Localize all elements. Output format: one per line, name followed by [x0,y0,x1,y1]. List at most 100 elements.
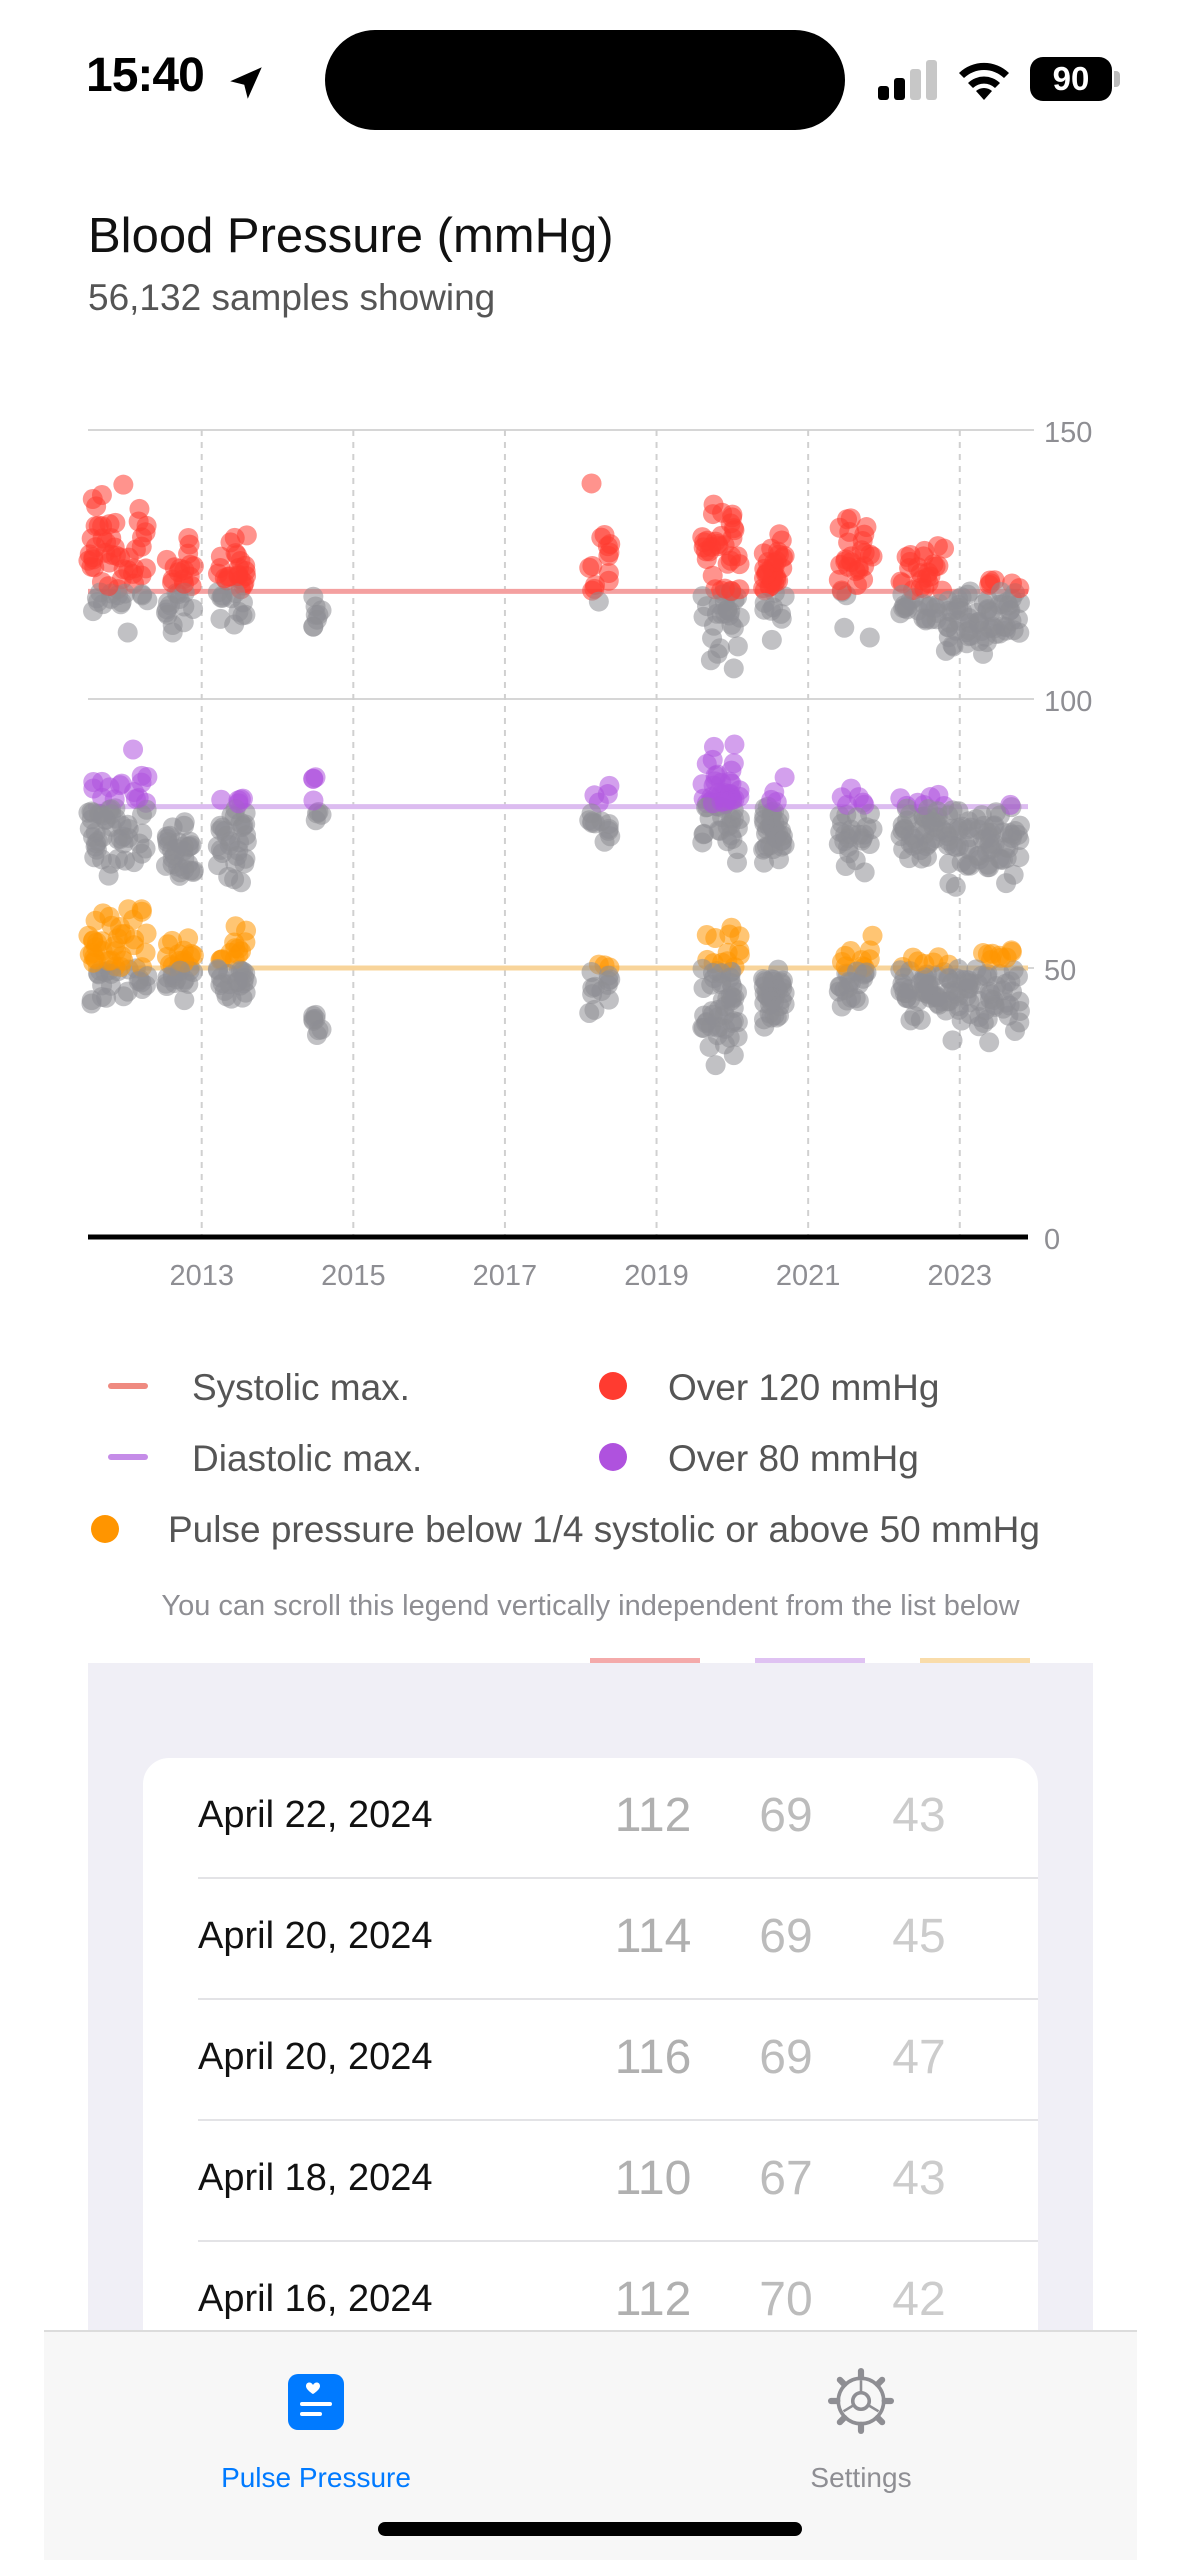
diastolic-point [846,807,867,828]
systolic-point [588,591,609,612]
pulse-pressure-point [124,929,145,950]
readings-list-panel[interactable]: April 22, 2024 112 69 43 April 20, 2024 … [88,1663,1093,2333]
list-item[interactable]: April 20, 2024 116 69 47 [198,2000,1038,2121]
pulse-pressure-point [956,969,977,990]
diastolic-point [135,838,156,859]
pulse-pressure-point [135,942,156,963]
diastolic-point [989,848,1010,869]
systolic-value: 112 [614,2273,692,2326]
diastolic-point [600,826,621,847]
pulse-pressure-point [723,1045,744,1066]
pulse-pressure-point [693,977,714,998]
systolic-point [692,586,713,607]
status-bar: 15:40 90 [0,0,1181,160]
diastolic-value: 67 [759,2152,813,2205]
wifi-icon [959,62,1009,100]
pulse-pressure-point [99,906,120,927]
x-tick-label: 2017 [473,1260,538,1292]
diastolic-point [894,819,915,840]
systolic-point [696,541,717,562]
status-time: 15:40 [86,49,205,102]
diastolic-point [83,778,104,799]
diastolic-point [938,853,959,874]
systolic-point [598,562,619,583]
pulse-pressure-point [220,942,241,963]
diastolic-point [774,767,795,788]
systolic-point [914,578,935,599]
legend-pulse-pressure: Pulse pressure below 1/4 systolic or abo… [168,1509,1040,1550]
reading-date: April 20, 2024 [198,2036,433,2078]
x-tick-label: 2019 [624,1260,689,1292]
systolic-value: 114 [614,1910,692,1963]
column-indicator-diastolic [755,1658,865,1665]
systolic-point [830,554,851,575]
diastolic-max-swatch [108,1454,148,1460]
diastolic-point [914,815,935,836]
pulse-pressure-point [581,961,602,982]
reading-date: April 20, 2024 [198,1915,433,1957]
systolic-point [232,592,253,613]
diastolic-point [233,815,254,836]
systolic-point [101,544,122,565]
diastolic-point [848,787,869,808]
diastolic-value: 70 [759,2273,813,2326]
pulse-pressure-point [907,951,928,972]
diastolic-point [211,789,232,810]
pulse-pressure-point [768,959,789,980]
systolic-value: 116 [614,2031,692,2084]
list-item[interactable]: April 18, 2024 110 67 43 [198,2121,1038,2242]
pulse-pressure-point [1007,966,1028,987]
systolic-point [702,628,723,649]
systolic-point [117,622,138,643]
pulse-pressure-point [831,951,852,972]
diastolic-point [918,799,939,820]
diastolic-point [754,852,775,873]
systolic-point [711,603,732,624]
page-title: Blood Pressure (mmHg) [88,209,614,263]
y-tick-label: 100 [1044,686,1092,718]
list-item[interactable]: April 20, 2024 114 69 45 [198,1879,1038,2000]
pulse-pressure-point [948,985,969,1006]
list-item[interactable]: April 16, 2024 112 70 42 [198,2242,1038,2333]
diastolic-point [968,819,989,840]
list-item[interactable]: April 22, 2024 112 69 43 [198,1758,1038,1879]
systolic-point [714,535,735,556]
battery-indicator: 90 [1030,57,1120,101]
systolic-point [839,521,860,542]
diastolic-point [93,805,114,826]
pulse-pressure-point [830,976,851,997]
systolic-point [834,617,855,638]
systolic-point [303,616,324,637]
reading-date: April 22, 2024 [198,1794,433,1836]
pulse-pressure-point [705,1055,726,1076]
pulse-pressure-point [174,990,195,1011]
diastolic-point [831,787,852,808]
systolic-point [989,594,1010,615]
pulse-pressure-point [714,1004,735,1025]
tab-bar: Pulse Pressure Settin [44,2330,1137,2560]
diastolic-point [830,821,851,842]
diastolic-value: 69 [759,1789,813,1842]
readings-card: April 22, 2024 112 69 43 April 20, 2024 … [143,1758,1038,2333]
diastolic-point [907,834,928,855]
x-tick-label: 2015 [321,1260,386,1292]
diastolic-point [692,774,713,795]
diastolic-point [174,815,195,836]
systolic-point [993,616,1014,637]
pulse-pressure-value: 45 [892,1910,946,1963]
pulse-pressure-point [170,960,191,981]
blood-pressure-chart[interactable]: 150 100 50 0 2013 2015 2017 2019 2021 2023 [0,400,1181,1300]
diastolic-point [303,790,324,811]
systolic-point [579,557,600,578]
diastolic-point [156,828,177,849]
pulse-pressure-point [938,968,959,989]
pulse-flag-dot [91,1515,119,1543]
systolic-max-swatch [108,1383,148,1389]
column-indicator-pulse [920,1658,1030,1665]
cellular-signal-icon [878,58,938,100]
systolic-point [600,534,621,555]
pulse-pressure-point [696,1013,717,1034]
diastolic-value: 69 [759,2031,813,2084]
legend-scroll-note: You can scroll this legend vertically in… [161,1590,1020,1622]
diastolic-point [692,832,713,853]
